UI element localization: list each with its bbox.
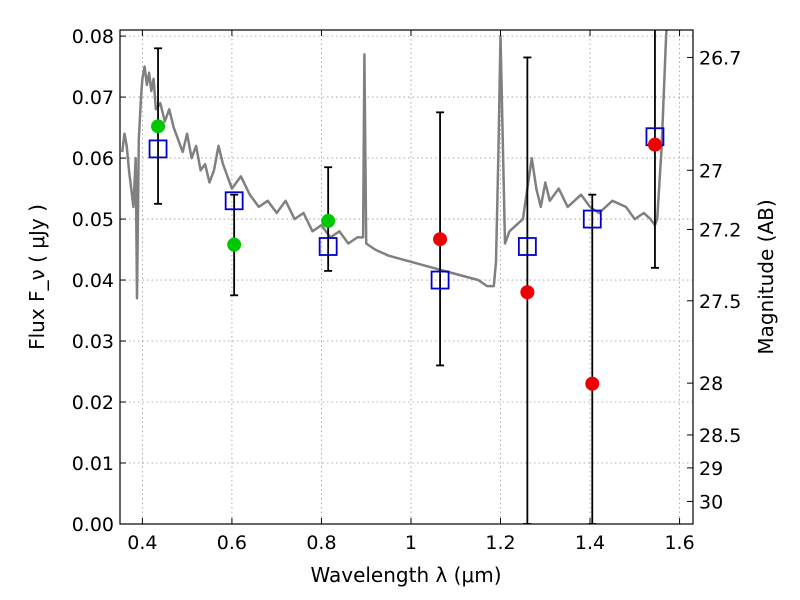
x-tick-label: 1.2 (485, 532, 515, 554)
x-tick-label: 1.6 (664, 532, 694, 554)
model-flux-square (224, 191, 244, 211)
axes: 0.4 0.6 0.8 1 1.2 1.4 1.6 0.00 0.01 0.02 0.03 0.04 0… (72, 26, 742, 554)
grid-lines (120, 30, 693, 525)
right-tick-label: 30 (699, 491, 723, 513)
y-tick-label: 0.01 (72, 453, 114, 475)
right-axis-label: Magnitude (AB) (754, 199, 778, 354)
x-tick-label: 1.4 (575, 532, 605, 554)
observed-flux-point (151, 119, 166, 134)
right-tick-label: 27.5 (699, 291, 741, 313)
observed-flux-point (433, 232, 448, 247)
model-flux-square (318, 237, 338, 256)
plot-frame (119, 29, 694, 525)
y-tick-label: 0.04 (72, 270, 114, 292)
model-flux-square (148, 139, 168, 159)
x-tick-label: 1 (405, 532, 417, 554)
right-tick-label: 27 (699, 160, 723, 182)
y-tick-label: 0.07 (72, 87, 114, 109)
y-tick-label: 0.03 (72, 331, 114, 353)
right-tick-label: 27.2 (699, 219, 741, 241)
observed-flux-point (647, 137, 662, 152)
observed-flux-point (520, 285, 535, 300)
y-axis-label: Flux F_ν ( μJy ) (25, 204, 49, 350)
observed-flux-point (227, 237, 242, 252)
y-tick-label: 0.00 (72, 514, 114, 536)
y-tick-label: 0.05 (72, 209, 114, 231)
model-flux-square (430, 270, 450, 290)
right-tick-label: 28.5 (699, 425, 741, 447)
right-tick-label: 26.7 (699, 47, 741, 69)
model-flux-square (582, 209, 602, 229)
x-tick-label: 0.4 (127, 532, 157, 554)
y-tick-label: 0.06 (72, 148, 114, 170)
spectrum-line (120, 30, 668, 300)
x-tick-label: 0.6 (217, 532, 247, 554)
y-tick-label: 0.08 (72, 26, 114, 48)
x-tick-label: 0.8 (306, 532, 336, 554)
observed-flux-point (585, 376, 600, 391)
observed-flux-point (321, 213, 336, 228)
plot-area (120, 30, 668, 524)
right-tick-label: 28 (699, 373, 723, 395)
y-tick-label: 0.02 (72, 392, 114, 414)
right-tick-label: 29 (699, 458, 723, 480)
model-flux-square (517, 237, 537, 256)
x-axis-label: Wavelength λ (μm) (310, 563, 501, 587)
